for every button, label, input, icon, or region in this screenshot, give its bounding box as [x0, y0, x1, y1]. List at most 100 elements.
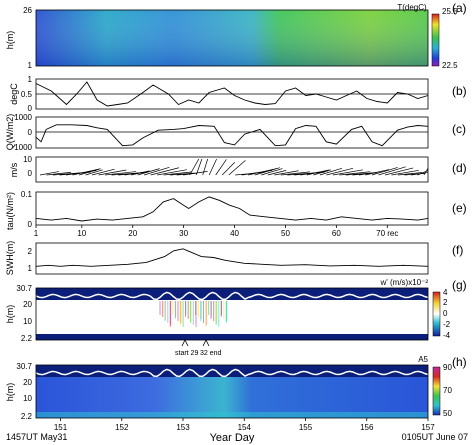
g-velocity-burst — [159, 301, 228, 327]
g-ytick-1: 30.7 — [16, 284, 32, 293]
wind-stick — [319, 168, 343, 176]
wind-stick — [378, 166, 406, 176]
panel-label-h: (h) — [452, 355, 467, 369]
x-axis-label: Year Day — [210, 432, 255, 444]
a-colorbar-title: T(degC) — [397, 3, 427, 12]
e-tick-label: 50 — [281, 229, 290, 238]
panel-a: 26 1 h(m) T(degC) 25.5 22.5 (a) — [5, 1, 467, 70]
g-colorbar — [432, 291, 441, 337]
g-ytick-3: 10 — [23, 317, 32, 326]
wind-stick — [248, 168, 278, 176]
wind-stick — [397, 172, 422, 176]
g-surface-line — [35, 291, 429, 301]
g-bottom-band — [36, 334, 428, 340]
g-ylabel: h(m) — [5, 305, 15, 324]
temperature-heatmap-depth-shading — [36, 10, 428, 66]
backscatter-heatmap — [36, 377, 428, 418]
wind-stick — [280, 171, 310, 176]
e-ytick-1: 0.1 — [21, 190, 33, 199]
c-ytick-2: 0 — [28, 128, 33, 137]
f-ytick-2: 1 — [28, 264, 33, 273]
wind-stick — [163, 171, 193, 176]
h-tick-label: 152 — [115, 423, 129, 432]
wind-stick — [189, 158, 200, 176]
wind-stick — [144, 167, 170, 176]
wind-stick — [267, 170, 287, 176]
d-ytick-1: 10 — [23, 155, 32, 164]
e-tick-label: 60 — [332, 229, 341, 238]
h-cb-tick-2: 70 — [443, 386, 452, 395]
end-arrow — [202, 339, 210, 347]
wind-stick — [326, 167, 354, 176]
e-tick-label: 70 rec — [376, 229, 398, 238]
e-series-line — [35, 196, 429, 222]
panel-label-g: (g) — [452, 278, 467, 292]
h-colorbar-title: A5 — [418, 355, 428, 364]
wind-stick — [384, 167, 414, 176]
h-colorbar — [432, 366, 441, 416]
panel-c: 1000 0 -1000 Q(W/m2) (c) — [5, 113, 466, 152]
h-tick-label: 157 — [421, 423, 435, 432]
wind-stick — [131, 170, 150, 176]
panel-d: 10 0 m/s (d) — [9, 155, 467, 183]
panel-e: 1 10 20 30 40 50 60 70 rec 0.1 0 tau(N/m²) (e) — [5, 190, 467, 238]
c-ytick-3: -1000 — [12, 143, 33, 152]
e-record-ticks: 1 10 20 30 40 50 60 70 rec — [34, 225, 398, 238]
h-ylabel: h(m) — [5, 383, 15, 402]
panel-label-d: (d) — [452, 161, 467, 175]
wind-stick — [313, 169, 332, 176]
h-bottom-layer — [36, 412, 428, 418]
c-ylabel: Q(W/m2) — [5, 114, 15, 151]
a-ytick-top: 26 — [23, 6, 32, 15]
wind-stick — [208, 158, 217, 176]
wind-stick — [221, 162, 236, 176]
h-cb-tick-1: 90 — [443, 363, 452, 372]
h-tick-label: 155 — [299, 423, 313, 432]
d-ytick-2: 0 — [28, 169, 33, 178]
wind-stick — [202, 158, 209, 176]
h-ytick-4: 2.2 — [21, 412, 33, 421]
a-ytick-bottom: 1 — [28, 61, 33, 70]
panel-label-e: (e) — [452, 201, 467, 215]
g-cb-tick-1: 4 — [443, 288, 448, 297]
d-ylabel: m/s — [9, 162, 19, 177]
annotation-start: start 29 — [175, 350, 198, 357]
g-cb-tick-3: 0 — [443, 309, 448, 318]
panel-f: 2 1 SWH(m) (f) — [5, 241, 463, 276]
c-ytick-1: 1000 — [14, 113, 32, 122]
annotation-end: 32 end — [200, 350, 222, 357]
b-ytick-1: 1 — [28, 75, 33, 84]
b-ytick-2: 0.5 — [21, 90, 33, 99]
wind-stick — [46, 171, 72, 176]
wind-stick — [423, 168, 429, 176]
wind-stick — [371, 167, 398, 176]
b-series-line — [35, 81, 429, 107]
wind-stick — [261, 168, 283, 176]
panel-g: 30.7 20 10 2.2 h(m) w' (m/s)x10⁻² 4 2 0 … — [5, 278, 467, 357]
end-time-label: 0105UT June 07 — [402, 432, 468, 442]
wind-stick — [98, 169, 127, 176]
a-colorbar-min: 22.5 — [442, 61, 458, 70]
panel-label-a: (a) — [452, 1, 467, 15]
wind-stick — [228, 160, 246, 176]
f-ylabel: SWH(m) — [5, 241, 15, 276]
h-tick-label: 156 — [360, 423, 374, 432]
wind-stick — [306, 169, 330, 176]
h-tick-label: 154 — [238, 423, 252, 432]
c-series-line — [35, 124, 429, 147]
f-ytick-1: 2 — [28, 247, 33, 256]
h-cb-tick-3: 50 — [443, 409, 452, 418]
wind-stick — [274, 170, 299, 176]
start-arrow — [181, 339, 189, 347]
e-ytick-2: 0 — [28, 220, 33, 229]
wind-stick — [85, 169, 103, 176]
wind-stick — [391, 169, 419, 176]
g-colorbar-title: w' (m/s)x10⁻² — [379, 278, 428, 287]
h-tick-label: 153 — [176, 423, 190, 432]
h-day-ticks: 151 152 153 154 155 156 157 — [54, 418, 435, 432]
wind-stick — [72, 168, 100, 176]
g-cb-tick-5: -4 — [443, 331, 451, 340]
panel-label-c: (c) — [452, 122, 466, 136]
d-wind-sticks — [39, 158, 429, 176]
